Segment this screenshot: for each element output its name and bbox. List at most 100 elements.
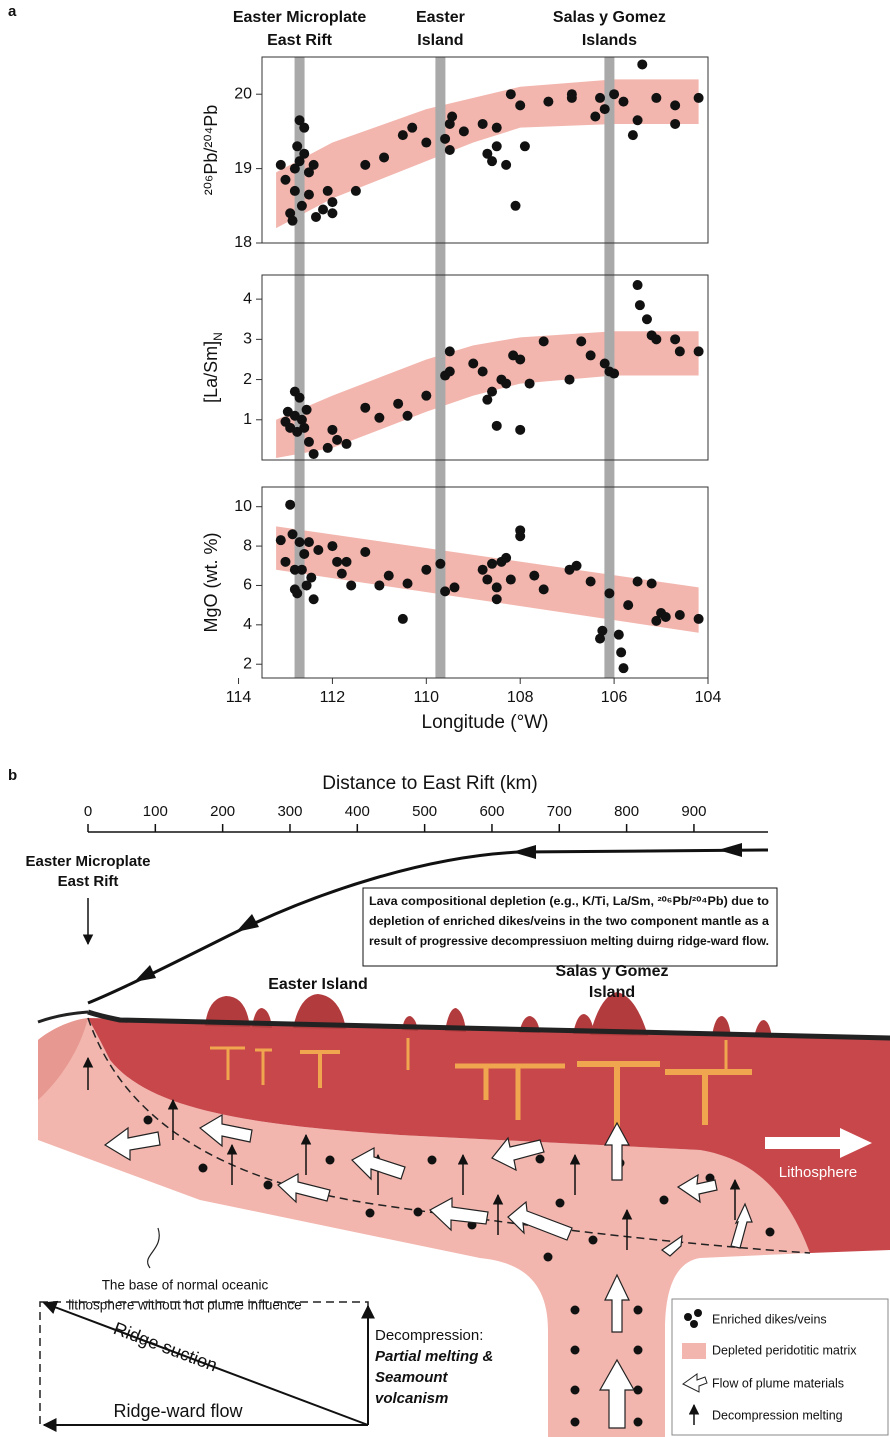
data-point [280, 556, 291, 567]
locality-band [435, 460, 446, 487]
data-point [590, 111, 601, 122]
panel-label: a [8, 3, 17, 20]
seafloor [37, 1010, 89, 1024]
data-point [477, 118, 488, 129]
data-point [609, 89, 620, 100]
data-point [350, 185, 361, 196]
data-point [308, 594, 319, 605]
data-point [287, 529, 298, 540]
y-tick-label: 10 [234, 498, 252, 515]
x-tick-label: 106 [601, 689, 628, 706]
data-point [501, 378, 512, 389]
data-point [670, 118, 681, 129]
x-tick-label: 112 [320, 689, 346, 706]
lithosphere-arrow [765, 1128, 872, 1158]
x-tick-label: 500 [412, 803, 437, 820]
data-point [487, 156, 498, 167]
data-point [458, 126, 469, 137]
dikes [210, 1038, 752, 1135]
locality-band [604, 460, 615, 487]
legend-icon [684, 1309, 702, 1328]
arrowhead [718, 843, 742, 857]
data-point [515, 354, 526, 365]
data-point [632, 576, 643, 587]
data-point [595, 92, 606, 103]
data-point [299, 148, 310, 159]
data-point [289, 163, 300, 174]
data-point [599, 104, 610, 115]
data-point [627, 130, 638, 141]
flow-arrows [103, 1113, 753, 1429]
vector-label: volcanism [375, 1390, 448, 1407]
panel-a: Easter Microplate East Rift Easter Island Sa… [201, 9, 722, 733]
data-point [491, 582, 502, 593]
y-tick-label: 2 [243, 371, 252, 388]
data-point [529, 570, 540, 581]
data-point [651, 615, 662, 626]
data-point [482, 148, 493, 159]
y-tick-label: 18 [234, 234, 252, 251]
data-point [322, 442, 333, 453]
data-point [301, 580, 312, 591]
data-point [292, 141, 303, 152]
lithosphere [88, 1018, 890, 1253]
locality-band [435, 487, 446, 678]
island-label: Salas y Gomez [556, 963, 669, 980]
data-point [637, 59, 648, 70]
data-point [571, 560, 582, 571]
data-point [515, 100, 526, 111]
data-point [491, 141, 502, 152]
band-label: Easter Microplate [233, 9, 366, 26]
y-tick-label: 3 [243, 331, 252, 348]
data-point [693, 92, 704, 103]
data-point [327, 541, 338, 552]
data-point [618, 96, 629, 107]
y-tick-label: 8 [243, 537, 252, 554]
legend-icon [682, 1343, 706, 1359]
y-tick-label: 4 [243, 290, 252, 307]
data-point [674, 346, 685, 357]
band-label: Salas y Gomez [553, 9, 666, 26]
x-tick-label: 104 [695, 689, 722, 706]
data-point [599, 358, 610, 369]
x-tick-label: 600 [479, 803, 504, 820]
data-point [519, 141, 530, 152]
data-point [597, 625, 608, 636]
data-point [501, 552, 512, 563]
legend [671, 1298, 889, 1436]
data-point [613, 629, 624, 640]
data-point [421, 564, 432, 575]
enriched-veins [143, 1115, 775, 1427]
locality-band [435, 57, 446, 243]
data-point [440, 133, 451, 144]
locality-band [604, 57, 615, 243]
y-tick-label: 2 [243, 655, 252, 672]
vector-label: Partial melting & [375, 1348, 493, 1365]
data-point [327, 424, 338, 435]
data-point [275, 159, 286, 170]
locality-band [294, 243, 305, 275]
data-point [632, 280, 643, 291]
data-point [447, 111, 458, 122]
data-point [294, 156, 305, 167]
data-point [275, 535, 286, 546]
pointer [147, 1227, 160, 1269]
band-label: Island [417, 32, 463, 49]
data-point [505, 574, 516, 585]
panel-label: b [8, 767, 17, 784]
legend-icon [682, 1373, 708, 1393]
rift-label: Easter Microplate [25, 853, 150, 870]
data-point [289, 185, 300, 196]
data-point [482, 394, 493, 405]
data-point [360, 402, 371, 413]
data-point [477, 366, 488, 377]
suction-arrow [42, 1300, 369, 1426]
data-point [566, 89, 577, 100]
data-point [693, 346, 704, 357]
data-point [421, 137, 432, 148]
data-point [616, 647, 627, 658]
data-point [346, 580, 357, 591]
x-tick-label: 108 [507, 689, 534, 706]
data-point [303, 189, 314, 200]
